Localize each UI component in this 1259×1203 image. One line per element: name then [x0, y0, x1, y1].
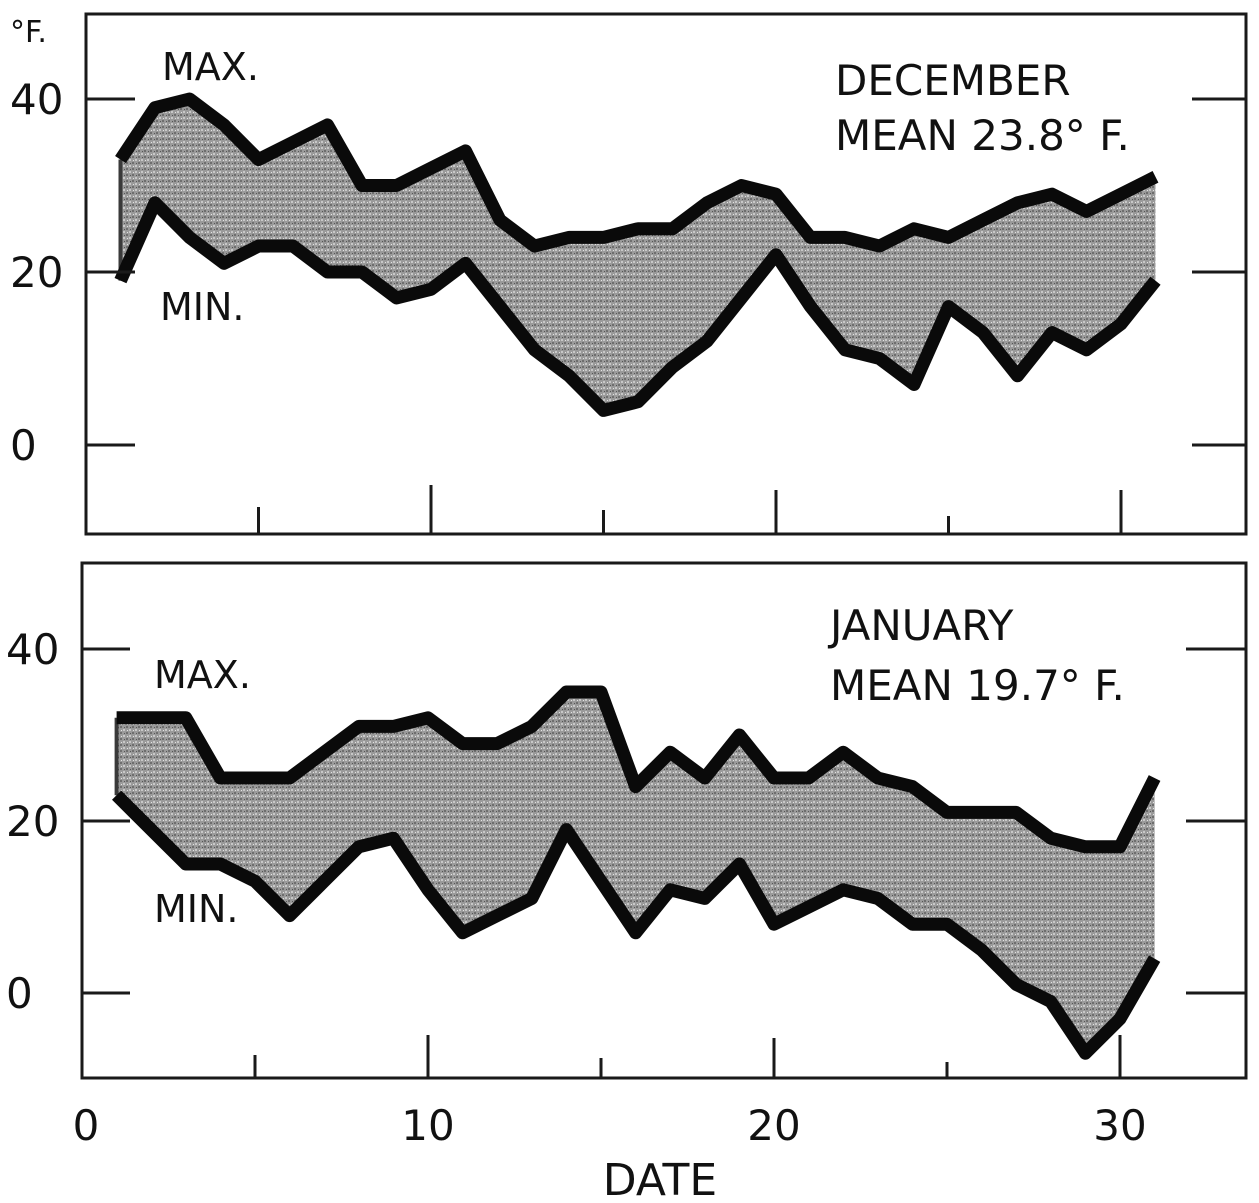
x-tick-label-0: 0: [73, 1101, 100, 1150]
december-max-label: MAX.: [162, 45, 259, 89]
january-max-line: [116, 685, 1161, 854]
december-mean: MEAN 23.8° F.: [835, 111, 1130, 160]
december-min-line: [114, 196, 1161, 417]
december-y-tick-label-40: 40: [10, 75, 63, 124]
december-range-band: [120, 99, 1156, 411]
december-y-tick-label-20: 20: [10, 248, 63, 297]
december-panel: 40 20 0 °F. MAX. MIN. DECEMBER MEAN 23.8° …: [10, 12, 1248, 536]
december-max-line: [115, 92, 1159, 253]
january-range-band: [116, 692, 1155, 1054]
january-max-label: MAX.: [154, 653, 251, 697]
january-mean: MEAN 19.7° F.: [830, 661, 1125, 710]
january-y-tick-label-40: 40: [6, 625, 59, 674]
january-min-line: [112, 790, 1161, 1060]
x-tick-label-30: 30: [1093, 1101, 1146, 1150]
january-y-tick-label-20: 20: [6, 797, 59, 846]
december-title: DECEMBER: [835, 56, 1071, 105]
january-y-tick-label-0: 0: [6, 969, 33, 1018]
january-panel: 40 20 0 JANUARY MEAN 19.7° F. MAX. MIN.: [6, 561, 1248, 1080]
x-tick-label-20: 20: [747, 1101, 800, 1150]
december-y-tick-label-0: 0: [10, 421, 37, 470]
december-min-label: MIN.: [160, 285, 245, 329]
january-min-label: MIN.: [154, 887, 239, 931]
unit-label: °F.: [10, 15, 47, 50]
december-plot-frame: [84, 12, 1248, 536]
x-axis-title: DATE: [603, 1155, 717, 1203]
x-tick-label-10: 10: [401, 1101, 454, 1150]
january-title: JANUARY: [827, 601, 1014, 650]
